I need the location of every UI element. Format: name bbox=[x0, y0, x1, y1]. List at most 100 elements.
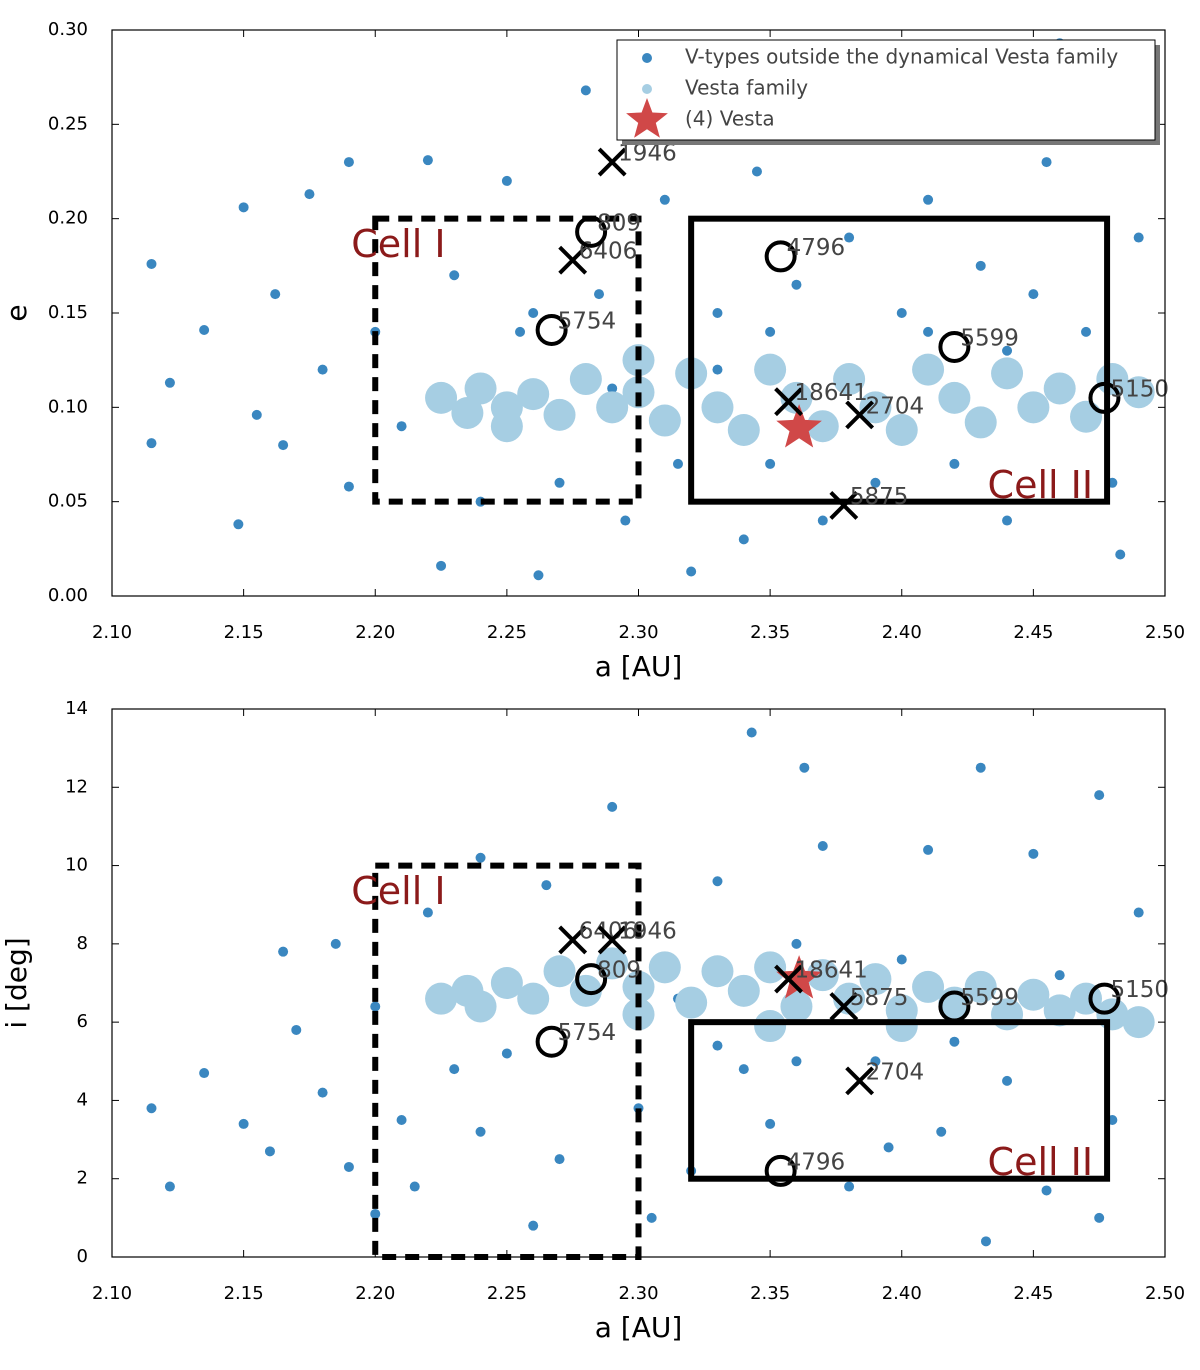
point bbox=[896, 308, 907, 318]
point bbox=[594, 289, 605, 300]
family-point bbox=[727, 974, 760, 1007]
family-point bbox=[727, 413, 760, 446]
family-point bbox=[425, 982, 458, 1015]
point bbox=[791, 1056, 802, 1067]
family-point bbox=[885, 1010, 918, 1043]
point bbox=[396, 421, 407, 432]
x-tick-label: 2.25 bbox=[487, 622, 527, 643]
family-point bbox=[1043, 994, 1076, 1027]
cell-box bbox=[688, 215, 1111, 505]
point bbox=[883, 1142, 894, 1153]
point bbox=[607, 383, 618, 394]
family-point bbox=[1070, 400, 1103, 433]
family-point bbox=[569, 363, 602, 396]
legend-label: V-types outside the dynamical Vesta fami… bbox=[685, 45, 1118, 69]
object-label: 5875 bbox=[850, 985, 909, 1011]
x-tick-label: 2.10 bbox=[92, 1283, 132, 1304]
family-point bbox=[1017, 978, 1050, 1011]
point bbox=[936, 1126, 947, 1137]
family-point bbox=[780, 990, 813, 1023]
point bbox=[164, 1181, 175, 1192]
point bbox=[515, 326, 526, 337]
point bbox=[580, 85, 591, 96]
point bbox=[1094, 790, 1105, 801]
point bbox=[501, 1048, 512, 1059]
object-label: 5754 bbox=[558, 1020, 617, 1046]
circle-marker bbox=[1088, 381, 1121, 414]
point bbox=[436, 560, 447, 571]
point bbox=[1002, 1075, 1013, 1086]
cell-box bbox=[372, 215, 642, 505]
family-point bbox=[675, 986, 708, 1019]
point bbox=[765, 326, 776, 337]
point bbox=[980, 1236, 991, 1247]
vesta-star bbox=[776, 955, 822, 999]
point bbox=[1002, 515, 1013, 526]
point bbox=[317, 364, 328, 375]
y-tick-label: 2 bbox=[77, 1168, 88, 1189]
family-point bbox=[885, 413, 918, 446]
point bbox=[422, 907, 433, 918]
point bbox=[146, 1103, 157, 1114]
point bbox=[1028, 289, 1039, 300]
x-tick-label: 2.10 bbox=[92, 622, 132, 643]
point bbox=[844, 1181, 855, 1192]
circle-marker bbox=[938, 330, 971, 363]
point bbox=[278, 440, 289, 451]
x-tick-label: 2.40 bbox=[882, 622, 922, 643]
family-point bbox=[464, 990, 497, 1023]
x-tick-label: 2.20 bbox=[355, 1283, 395, 1304]
y-tick-label: 14 bbox=[65, 698, 88, 719]
cell-label: Cell II bbox=[988, 463, 1094, 507]
point bbox=[251, 409, 262, 420]
circle-marker bbox=[764, 1154, 797, 1187]
circle-marker bbox=[575, 963, 608, 996]
family-point bbox=[991, 357, 1024, 390]
family-point bbox=[451, 396, 484, 429]
family-point bbox=[648, 404, 681, 437]
point bbox=[923, 194, 934, 205]
family-point bbox=[964, 970, 997, 1003]
point bbox=[923, 844, 934, 855]
point bbox=[1133, 232, 1144, 243]
x-tick-label: 2.25 bbox=[487, 1283, 527, 1304]
x-axis-label: a [AU] bbox=[595, 650, 683, 683]
y-tick-label: 10 bbox=[65, 855, 88, 876]
x-tick-label: 2.20 bbox=[355, 622, 395, 643]
cross-marker bbox=[774, 964, 803, 994]
legend-box bbox=[616, 39, 1156, 141]
family-point bbox=[859, 963, 892, 996]
y-tick-label: 0.00 bbox=[48, 585, 88, 606]
x-tick-label: 2.40 bbox=[882, 1283, 922, 1304]
point bbox=[1002, 345, 1013, 356]
point bbox=[659, 194, 670, 205]
point bbox=[1041, 157, 1052, 168]
family-point bbox=[912, 970, 945, 1003]
point bbox=[238, 1118, 249, 1129]
point bbox=[554, 477, 565, 488]
family-point bbox=[938, 381, 971, 414]
point bbox=[1133, 907, 1144, 918]
point bbox=[475, 1126, 486, 1137]
point bbox=[896, 954, 907, 965]
circle-marker bbox=[535, 313, 568, 346]
x-tick-label: 2.15 bbox=[224, 1283, 264, 1304]
object-label: 2704 bbox=[866, 393, 925, 419]
object-label: 5754 bbox=[558, 308, 617, 334]
point bbox=[646, 1212, 657, 1223]
cell-label: Cell II bbox=[988, 1140, 1094, 1184]
object-label: 6406 bbox=[579, 239, 638, 265]
family-point bbox=[833, 363, 866, 396]
point bbox=[712, 308, 723, 318]
point bbox=[765, 1118, 776, 1129]
family-point bbox=[754, 1010, 787, 1043]
point bbox=[738, 534, 749, 545]
point bbox=[975, 260, 986, 271]
point bbox=[817, 515, 828, 526]
y-tick-label: 6 bbox=[77, 1011, 88, 1032]
family-point bbox=[964, 406, 997, 439]
family-point bbox=[425, 381, 458, 414]
